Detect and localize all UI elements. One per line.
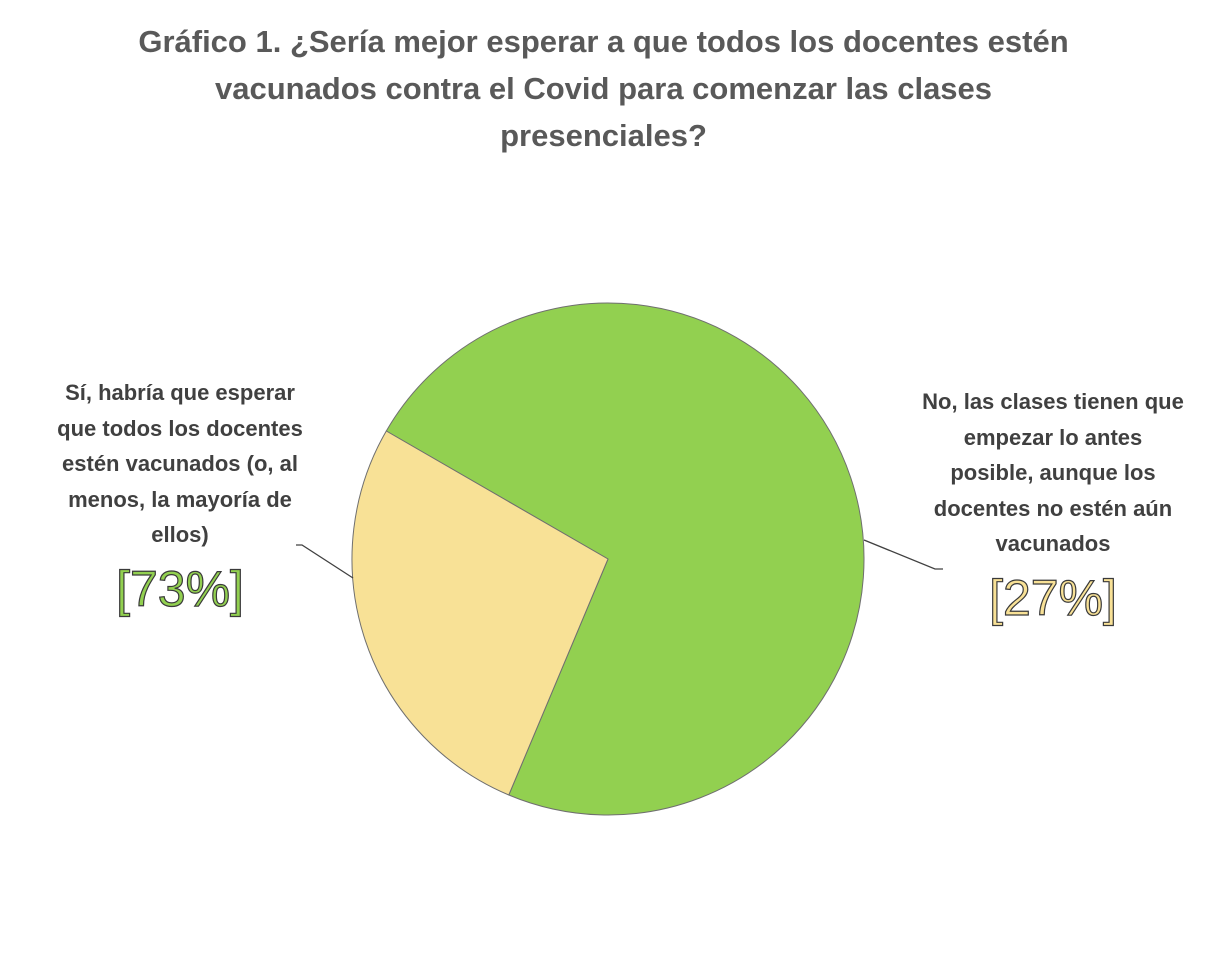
leader-lines <box>296 539 943 579</box>
pie-slice-no <box>351 430 609 796</box>
data-label-si: Sí, habría que esperar que todos los doc… <box>50 375 310 619</box>
data-label-no-percent: [27%] <box>988 569 1117 626</box>
data-label-si-text: Sí, habría que esperar que todos los doc… <box>57 380 303 547</box>
chart-title: Gráfico 1. ¿Sería mejor esperar a que to… <box>138 24 1069 153</box>
data-label-no-text: No, las clases tienen que empezar lo ant… <box>922 389 1184 556</box>
leader-line-no <box>863 539 943 570</box>
data-label-si-percent: [73%] <box>115 560 244 617</box>
leader-line-si <box>296 544 354 579</box>
data-label-no: No, las clases tienen que empezar lo ant… <box>922 384 1184 628</box>
pie-slice-si <box>385 302 865 816</box>
pie-slices <box>351 302 865 816</box>
